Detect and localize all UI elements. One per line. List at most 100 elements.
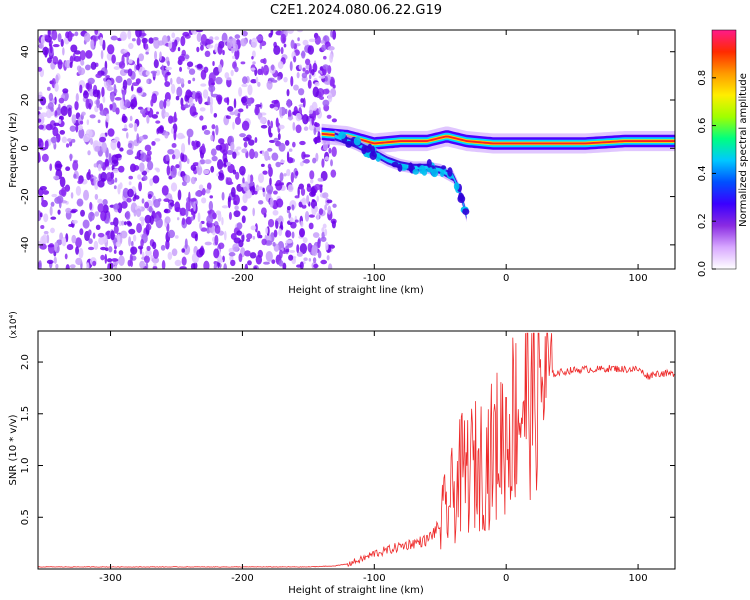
spectrogram-noise-blob (299, 229, 305, 238)
spectrogram-noise-blob (141, 198, 145, 204)
spectrogram-noise-blob (255, 76, 259, 84)
snr-y-tick-label: 1.0 (20, 458, 31, 474)
spectrogram-noise-blob (314, 183, 321, 191)
spectrogram-noise-blob (275, 179, 283, 191)
spectrogram-noise-blob (326, 255, 330, 261)
spectrogram-noise-blob (112, 168, 119, 174)
spectrogram-noise-blob (110, 35, 118, 41)
spectrogram-noise-blob (203, 129, 211, 135)
spectrogram-noise-blob (54, 96, 57, 105)
spectrogram-noise-blob (118, 255, 125, 266)
spectrogram-noise-blob (311, 115, 315, 126)
snr-x-tick-label: 0 (503, 573, 509, 584)
spectrogram-noise-blob (228, 211, 232, 220)
spectrogram-noise-blob (111, 258, 119, 262)
spectrogram-noise-blob (211, 155, 218, 162)
spectrogram-noise-blob (154, 50, 158, 61)
spectrogram-noise-blob (90, 61, 97, 70)
spectrogram-noise-blob (119, 98, 125, 110)
spectrogram-noise-blob (302, 113, 309, 125)
spectrogram-noise-blob (64, 253, 68, 260)
spectrogram-noise-blob (178, 55, 185, 62)
spectrogram-noise-blob (195, 190, 201, 197)
spectrogram-noise-blob (285, 248, 290, 253)
spectrogram-signal-blob (426, 158, 432, 168)
spectrogram-noise-blob (211, 124, 216, 130)
spectrogram-noise-blob (291, 231, 295, 239)
spectrogram-noise-blob (294, 195, 300, 199)
spectrogram-noise-blob (154, 138, 161, 142)
spectrogram-noise-blob (165, 66, 173, 71)
spectrogram-noise-blob (330, 159, 333, 167)
spectrogram-noise-blob (104, 253, 108, 264)
spectrogram-noise-blob (90, 39, 95, 50)
spectrogram-noise-blob (128, 58, 133, 64)
spectrogram-noise-blob (327, 205, 332, 215)
spectrogram-noise-blob (44, 140, 49, 150)
spectrogram-noise-blob (114, 96, 122, 101)
spectrogram-noise-blob (41, 195, 44, 203)
spectrogram-noise-blob (180, 35, 186, 47)
spectrogram-noise-blob (93, 163, 98, 168)
spectrogram-noise-blob (238, 86, 243, 97)
spectrogram-noise-blob (320, 40, 326, 44)
spectrogram-noise-blob (206, 215, 214, 224)
spectrogram-noise-blob (287, 157, 294, 164)
spectrogram-noise-blob (240, 183, 246, 188)
spectrogram-noise-blob (310, 186, 316, 197)
spectrogram-noise-blob (140, 238, 144, 247)
snr-marks (38, 332, 675, 568)
spectrogram-noise-blob (56, 195, 64, 204)
spectrogram-noise-blob (225, 161, 231, 167)
spectrogram-noise-blob (100, 50, 104, 60)
spectrogram-noise-blob (235, 151, 240, 156)
spectrogram-noise-blob (125, 210, 131, 220)
spectrogram-noise-blob (257, 173, 265, 184)
spectrogram-noise-blob (110, 171, 115, 180)
spectrogram-noise-blob (119, 31, 127, 41)
spectrogram-noise-blob (70, 44, 78, 53)
spectrogram-noise-blob (129, 253, 133, 263)
spectrogram-noise-blob (217, 172, 225, 181)
spectrogram-noise-blob (78, 55, 82, 62)
spectrogram-signal-blob (462, 208, 470, 215)
spectrogram-noise-blob (99, 110, 107, 116)
spectrogram-noise-blob (120, 230, 128, 239)
spectrogram-noise-blob (304, 210, 310, 222)
spectrogram-noise-blob (230, 69, 234, 77)
spectrogram-noise-blob (259, 42, 263, 50)
spectrogram-noise-blob (294, 219, 299, 223)
spectrogram-noise-blob (249, 174, 254, 183)
spectrogram-noise-blob (215, 144, 223, 151)
spectrogram-noise-blob (97, 232, 105, 238)
spectrogram-noise-blob (235, 171, 240, 180)
spectrogram-noise-blob (216, 173, 220, 177)
spectrogram-noise-blob (275, 161, 281, 168)
spectrogram-noise-blob (206, 44, 214, 49)
spectrogram-noise-blob (116, 141, 121, 149)
spectrogram-noise-blob (244, 190, 253, 199)
spectrogram-noise-blob (101, 141, 108, 153)
spectrogram-noise-blob (68, 223, 74, 227)
spectrogram-noise-blob (49, 206, 53, 216)
spectrogram-noise-blob (74, 31, 79, 37)
spectrogram-noise-blob (128, 175, 133, 180)
spectrogram-noise-blob (57, 59, 63, 70)
spectrogram-y-tick-label: 0 (20, 145, 31, 151)
spectrogram-noise-blob (75, 123, 79, 133)
spectrogram-noise-blob (198, 184, 204, 191)
spectrogram-noise-blob (313, 263, 319, 269)
spectrogram-noise-blob (307, 79, 312, 89)
spectrogram-noise-blob (229, 111, 236, 116)
spectrogram-noise-blob (117, 233, 121, 245)
snr-x-label: Height of straight line (km) (288, 585, 424, 596)
spectrogram-noise-blob (146, 245, 151, 251)
spectrogram-noise-blob (115, 107, 120, 115)
spectrogram-noise-blob (288, 212, 292, 219)
spectrogram-noise-blob (212, 212, 217, 220)
spectrogram-noise-blob (49, 43, 53, 54)
spectrogram-noise-blob (127, 68, 133, 77)
spectrogram-noise-blob (40, 112, 48, 118)
spectrogram-noise-blob (215, 94, 223, 103)
